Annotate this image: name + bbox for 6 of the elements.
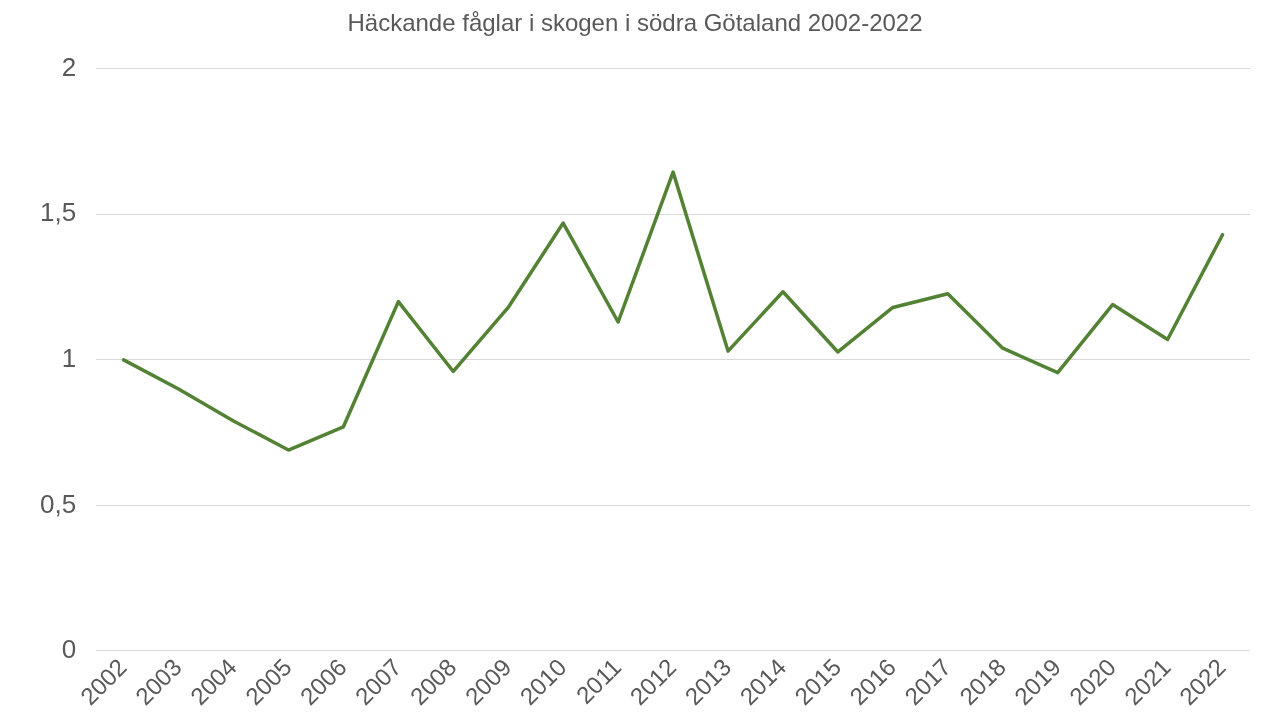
y-tick-label: 1,5 xyxy=(39,197,77,228)
chart-title: Häckande fåglar i skogen i södra Götaland 2002-2022 xyxy=(347,9,923,37)
y-tick-label: 0 xyxy=(61,634,77,665)
y-tick-label: 1 xyxy=(61,343,77,374)
y-tick-label: 0,5 xyxy=(39,488,77,519)
y-tick-label: 2 xyxy=(61,51,77,82)
